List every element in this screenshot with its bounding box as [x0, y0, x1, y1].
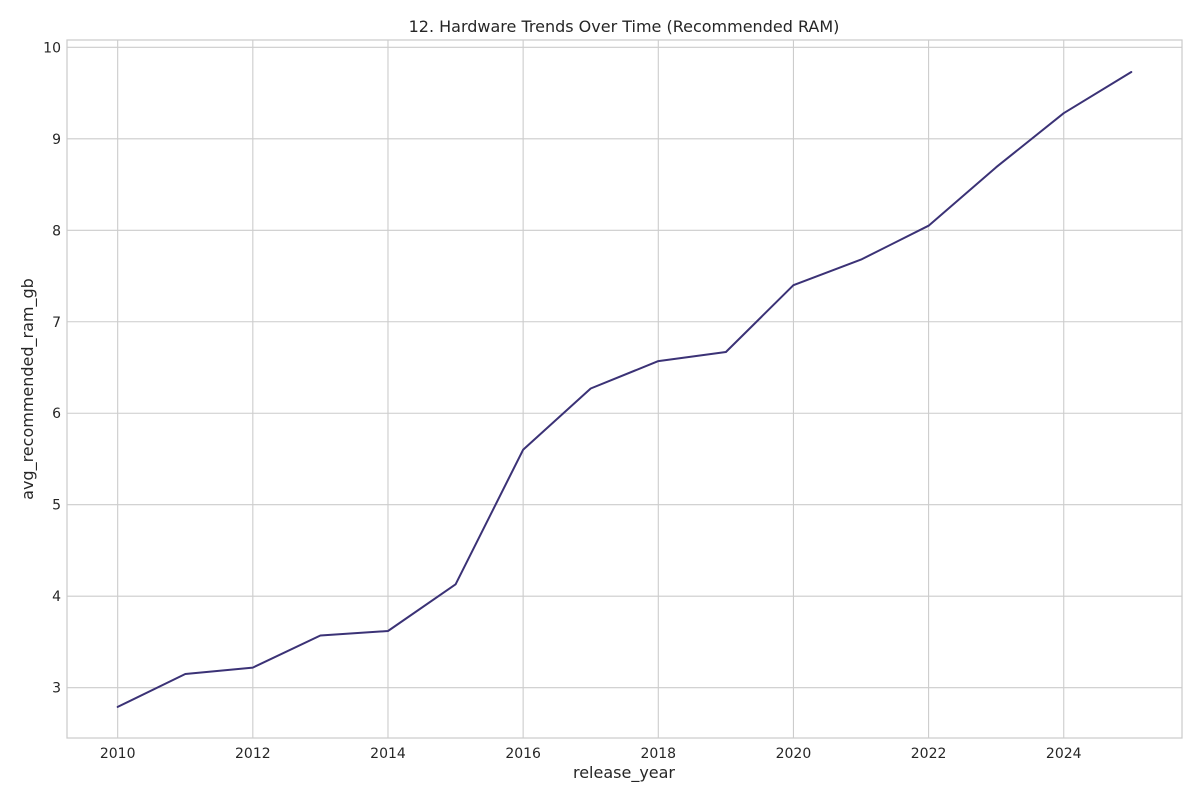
y-tick-labels: 3 4 5 6 7 8 9 10 — [43, 40, 61, 696]
data-point — [184, 673, 186, 675]
plot-frame — [66, 39, 1183, 739]
series-line — [116, 71, 1133, 708]
data-point — [522, 449, 524, 451]
x-tick-label: 2014 — [370, 746, 406, 762]
y-tick-label: 10 — [43, 40, 61, 56]
data-point — [455, 583, 457, 585]
data-point — [792, 284, 794, 286]
data-point — [319, 635, 321, 637]
data-point — [860, 259, 862, 261]
x-axis-label: release_year — [573, 763, 675, 783]
series-layer — [116, 71, 1133, 708]
y-tick-label: 6 — [52, 406, 61, 422]
x-tick-label: 2010 — [100, 746, 136, 762]
data-point — [725, 351, 727, 353]
x-tick-label: 2018 — [640, 746, 676, 762]
data-point — [387, 630, 389, 632]
data-point — [657, 360, 659, 362]
y-tick-label: 8 — [52, 223, 61, 239]
x-tick-labels: 2010 2012 2014 2016 2018 2020 2022 2024 — [100, 746, 1082, 762]
data-point — [995, 166, 997, 168]
grid-lines — [67, 40, 1182, 738]
data-point — [1063, 112, 1065, 114]
x-tick-label: 2024 — [1046, 746, 1082, 762]
y-axis-label: avg_recommended_ram_gb — [18, 278, 38, 500]
x-tick-label: 2020 — [776, 746, 812, 762]
chart-title: 12. Hardware Trends Over Time (Recommend… — [409, 17, 840, 36]
x-tick-label: 2022 — [911, 746, 947, 762]
y-tick-label: 7 — [52, 315, 61, 331]
data-point — [590, 388, 592, 390]
y-tick-label: 3 — [52, 681, 61, 697]
data-point — [117, 706, 119, 708]
y-tick-label: 5 — [52, 498, 61, 514]
data-point — [928, 225, 930, 227]
data-point — [252, 667, 254, 669]
y-tick-label: 4 — [52, 589, 61, 605]
x-tick-label: 2016 — [505, 746, 541, 762]
x-tick-label: 2012 — [235, 746, 271, 762]
y-tick-label: 9 — [52, 132, 61, 148]
data-point — [1130, 71, 1132, 73]
